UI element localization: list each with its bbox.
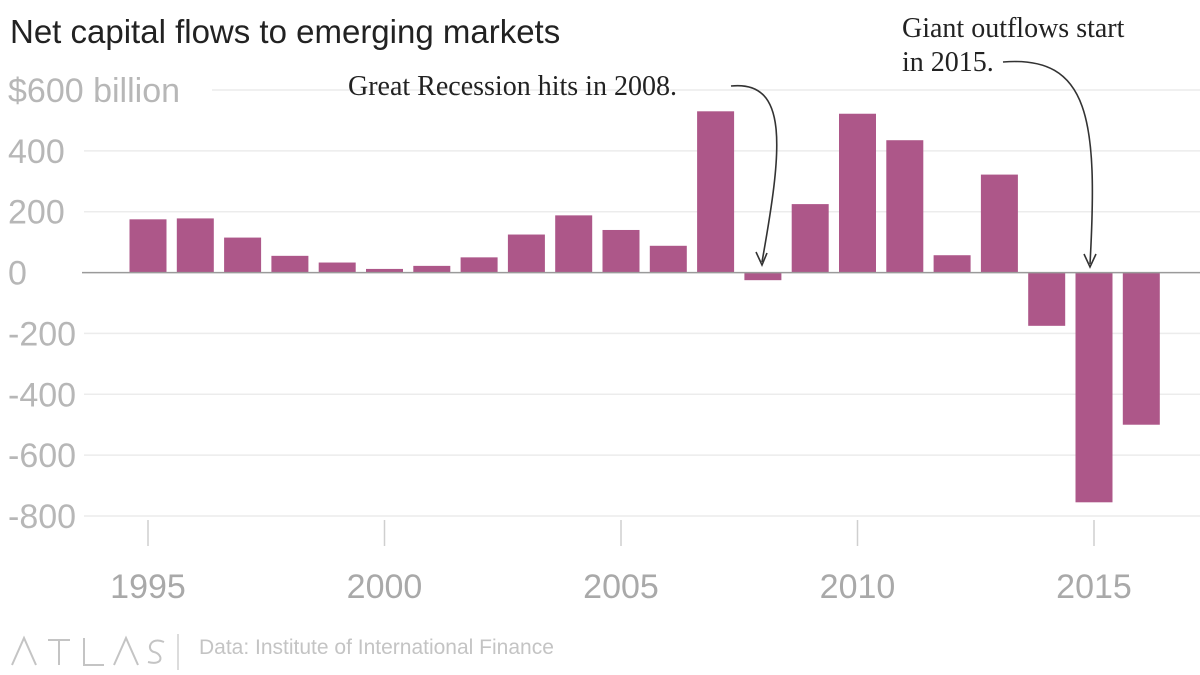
bar-1997 bbox=[224, 237, 262, 273]
y-tick-label-neg600: -600 bbox=[8, 437, 76, 475]
x-tick-label-2015: 2015 bbox=[1056, 568, 1132, 606]
bar-2010 bbox=[839, 113, 876, 273]
bar-2011 bbox=[886, 140, 924, 273]
bar-2002 bbox=[460, 257, 498, 273]
bar-1998 bbox=[271, 255, 309, 273]
x-tick-label-2010: 2010 bbox=[820, 568, 896, 606]
x-tick-label-2000: 2000 bbox=[347, 568, 423, 606]
bar-2009 bbox=[791, 204, 829, 273]
bar-1995 bbox=[129, 219, 167, 273]
annotation-giant-outflows-text-line2: in 2015. bbox=[902, 47, 994, 78]
footer: Data: Institute of International Finance bbox=[11, 634, 554, 670]
bar-1996 bbox=[176, 218, 214, 273]
annotation-great-recession-arrow bbox=[730, 84, 778, 263]
y-tick-label-400: 400 bbox=[8, 133, 65, 171]
y-tick-label-neg400: -400 bbox=[8, 376, 76, 414]
annotation-giant-outflows: Giant outflows start in 2015. bbox=[902, 13, 1125, 269]
gridlines bbox=[84, 89, 1200, 517]
annotation-giant-outflows-text-line1: Giant outflows start bbox=[902, 13, 1125, 44]
annotation-giant-outflows-arrowhead bbox=[1083, 253, 1097, 269]
y-tick-label-200: 200 bbox=[8, 194, 65, 232]
bar-1999 bbox=[318, 262, 356, 273]
annotation-great-recession: Great Recession hits in 2008. bbox=[348, 71, 778, 267]
bars bbox=[129, 111, 1160, 503]
bar-2003 bbox=[507, 234, 545, 273]
bar-2005 bbox=[602, 229, 640, 273]
y-axis-ticks: $600 billion 400 200 0 -200 -400 -600 -800 bbox=[8, 72, 180, 536]
bar-2001 bbox=[413, 265, 451, 273]
annotation-great-recession-arrowhead bbox=[755, 251, 768, 267]
bar-2012 bbox=[933, 255, 971, 273]
bar-2008 bbox=[744, 272, 782, 281]
bar-2006 bbox=[649, 245, 687, 273]
bar-2013 bbox=[980, 174, 1018, 273]
bar-2015 bbox=[1075, 272, 1113, 503]
y-tick-label-0: 0 bbox=[8, 255, 27, 293]
y-tick-label-neg800: -800 bbox=[8, 498, 76, 536]
bar-2000 bbox=[366, 268, 403, 273]
chart-title: Net capital flows to emerging markets bbox=[10, 13, 560, 50]
annotation-giant-outflows-arrow bbox=[1002, 60, 1094, 265]
bar-2004 bbox=[555, 215, 593, 273]
x-tick-label-1995: 1995 bbox=[110, 568, 186, 606]
y-tick-label-neg200: -200 bbox=[8, 315, 76, 353]
bar-2016 bbox=[1122, 272, 1160, 425]
x-axis-ticks: 1995 2000 2005 2010 2015 bbox=[110, 520, 1132, 606]
annotation-great-recession-text: Great Recession hits in 2008. bbox=[348, 71, 677, 102]
bar-2007 bbox=[697, 111, 735, 273]
y-tick-label-600: $600 billion bbox=[8, 72, 180, 110]
footer-source: Data: Institute of International Finance bbox=[199, 636, 554, 659]
bar-2014 bbox=[1028, 272, 1066, 326]
atlas-logo bbox=[11, 635, 165, 666]
x-tick-label-2005: 2005 bbox=[583, 568, 659, 606]
